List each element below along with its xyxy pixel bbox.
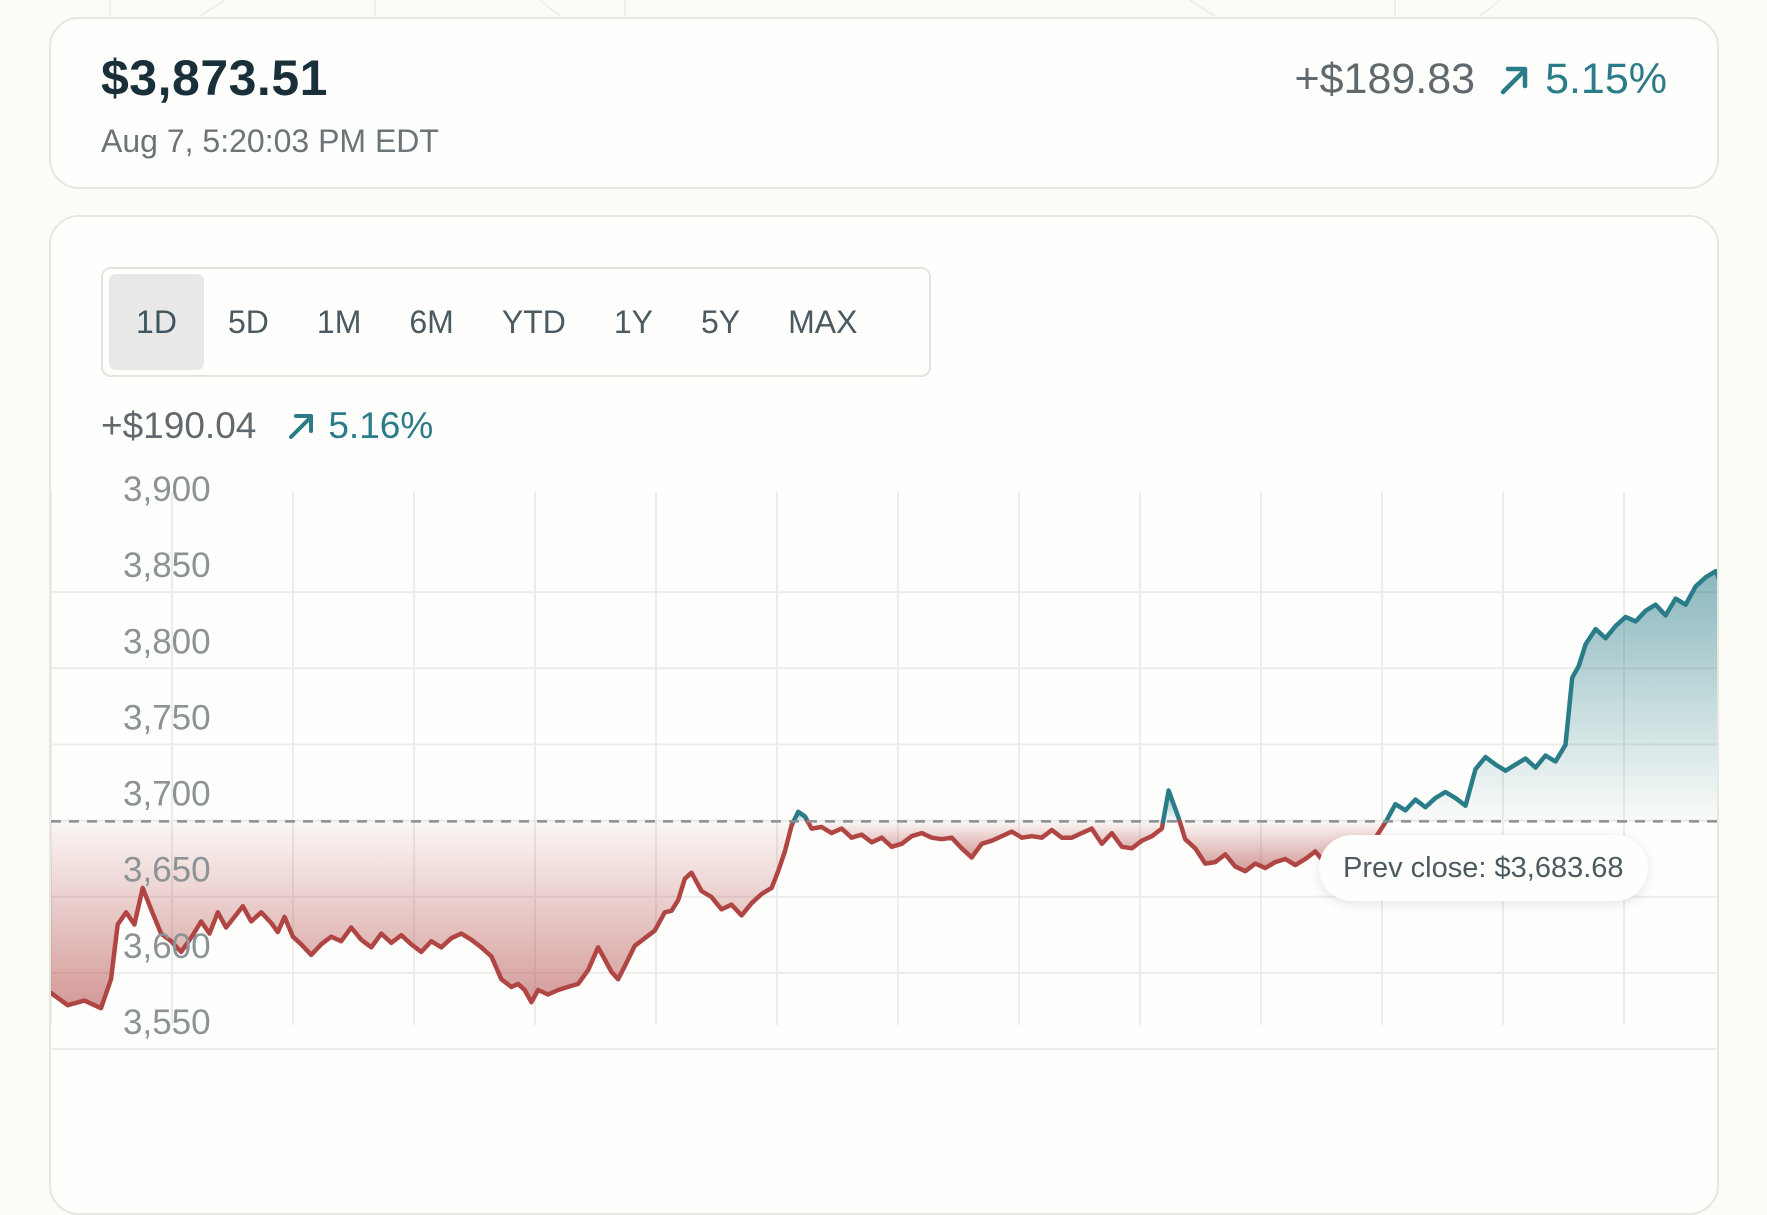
- quote-timestamp: Aug 7, 5:20:03 PM EDT: [101, 123, 439, 159]
- price-line-down: [51, 819, 796, 1011]
- range-button-1y[interactable]: 1Y: [613, 303, 653, 340]
- range-button-ytd[interactable]: YTD: [501, 303, 566, 340]
- y-tick-label: 3,700: [123, 775, 211, 814]
- period-change-amount: +$190.04: [101, 405, 257, 446]
- period-change-percent-group: 5.16%: [286, 405, 433, 447]
- change-amount: +$189.83: [1294, 55, 1476, 103]
- y-axis-labels: 3,900 3,850 3,800 3,750 3,700 3,650 3,600 3,550: [123, 470, 211, 1042]
- change-percent: 5.15%: [1545, 55, 1667, 103]
- price-line-up: [791, 809, 810, 824]
- price-lines: [51, 568, 1717, 1011]
- area-fill-down: [51, 821, 794, 1009]
- arrow-up-right-icon: [1497, 63, 1531, 97]
- price-chart[interactable]: 3,900 3,850 3,800 3,750 3,700 3,650 3,600 3,550: [51, 217, 1719, 1215]
- range-button-5y[interactable]: 5Y: [700, 303, 741, 340]
- y-tick-label: 3,600: [123, 927, 211, 966]
- area-fill-up: [1386, 571, 1717, 822]
- range-selector: 1D 5D 1M 6M YTD 1Y 5Y MAX: [101, 267, 931, 377]
- chart-card: 1D 5D 1M 6M YTD 1Y 5Y MAX +$190.04 5.16%: [49, 215, 1719, 1215]
- price-line-up: [1383, 568, 1717, 824]
- area-fill-down: [807, 821, 1164, 858]
- y-tick-label: 3,750: [123, 698, 211, 737]
- y-tick-label: 3,800: [123, 622, 211, 661]
- price-line-down: [805, 819, 1166, 860]
- y-tick-label: 3,900: [123, 470, 211, 509]
- range-button-1m[interactable]: 1M: [316, 303, 362, 340]
- range-button-5d[interactable]: 5D: [228, 303, 269, 340]
- period-change-percent: 5.16%: [328, 405, 434, 446]
- y-tick-label: 3,850: [123, 546, 211, 585]
- y-tick-label: 3,650: [123, 851, 211, 890]
- day-change: +$189.83 5.15%: [1295, 55, 1667, 104]
- prev-close-label: Prev close: $3,683.68: [1319, 835, 1648, 901]
- y-tick-label: 3,550: [123, 1003, 211, 1042]
- range-button-max[interactable]: MAX: [788, 303, 858, 340]
- range-button-6m[interactable]: 6M: [409, 303, 454, 340]
- current-price: $3,873.51: [101, 50, 328, 106]
- period-change: +$190.04 5.16%: [101, 405, 433, 447]
- change-percent-group: 5.15%: [1497, 55, 1667, 104]
- arrow-up-right-icon: [286, 411, 316, 441]
- chart-grid: [51, 492, 1717, 1050]
- background-decoration: [109, 0, 1501, 17]
- quote-card: $3,873.51 Aug 7, 5:20:03 PM EDT +$189.83…: [49, 17, 1719, 189]
- range-button-1d[interactable]: 1D: [109, 274, 204, 370]
